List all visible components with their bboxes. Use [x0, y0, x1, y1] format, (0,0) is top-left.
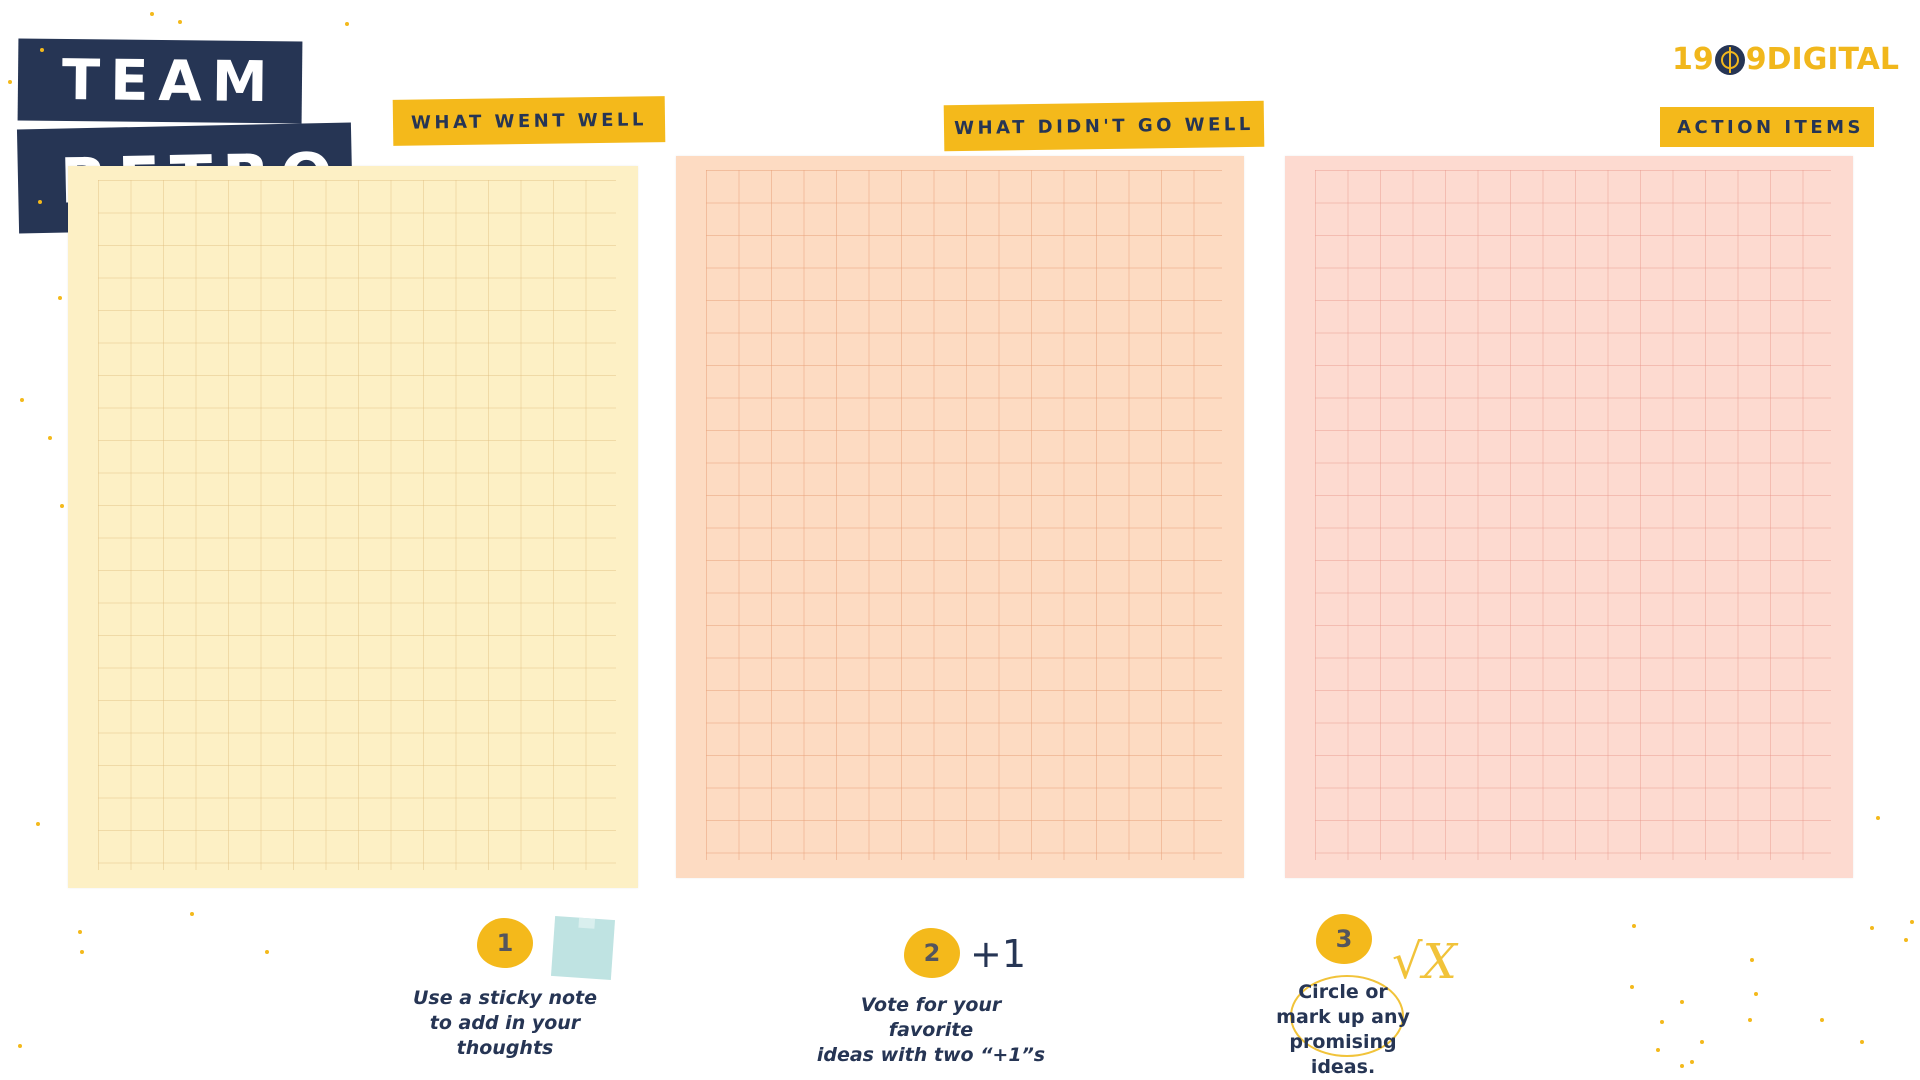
confetti-dot: [80, 950, 84, 954]
confetti-dot: [1680, 1000, 1684, 1004]
confetti-dot: [265, 950, 269, 954]
confetti-dot: [1910, 920, 1914, 924]
column-label-text: ACTION ITEMS: [1677, 116, 1864, 138]
confetti-dot: [178, 20, 182, 24]
step-1-badge: 1: [477, 918, 533, 968]
step-number: 3: [1335, 925, 1353, 953]
step-2-instruction: Vote for your favorite ideas with two “+…: [816, 994, 1046, 1066]
confetti-dot: [18, 1044, 22, 1048]
column-label-text: WHAT DIDN'T GO WELL: [954, 113, 1254, 139]
action-items-board[interactable]: [1285, 156, 1853, 878]
column-label-didnt-go-well: WHAT DIDN'T GO WELL: [943, 100, 1265, 152]
step-2-badge: 2: [904, 928, 960, 978]
confetti-dot: [1860, 1040, 1864, 1044]
brand-logo: 19 9 DIGITAL: [1672, 42, 1899, 77]
step-3-instruction: Circle or mark up any promising ideas.: [1276, 981, 1410, 1078]
confetti-dot: [1820, 1018, 1824, 1022]
confetti-dot: [1748, 1018, 1752, 1022]
confetti-dot: [190, 912, 194, 916]
step-number: 2: [923, 939, 941, 967]
confetti-dot: [1904, 938, 1908, 942]
confetti-dot: [58, 296, 62, 300]
grid-pattern: [98, 180, 616, 870]
sticky-note-icon: [550, 915, 616, 981]
confetti-dot: [8, 80, 12, 84]
confetti-dot: [345, 22, 349, 26]
confetti-dot: [20, 398, 24, 402]
confetti-dot: [150, 12, 154, 16]
circle-mark-icon: [1290, 975, 1404, 1057]
went-well-board[interactable]: [68, 166, 638, 888]
confetti-dot: [78, 930, 82, 934]
step-3-badge: 3: [1316, 914, 1372, 964]
step-number: 1: [496, 929, 514, 957]
logo-prefix: 19: [1672, 42, 1714, 77]
confetti-dot: [38, 200, 42, 204]
confetti-dot: [48, 436, 52, 440]
target-logo-icon: [1714, 44, 1745, 75]
confetti-dot: [1870, 926, 1874, 930]
confetti-dot: [1660, 1020, 1664, 1024]
confetti-dot: [1656, 1048, 1660, 1052]
logo-middle: 9: [1745, 42, 1767, 77]
didnt-go-well-board[interactable]: [676, 156, 1244, 878]
confetti-dot: [1876, 816, 1880, 820]
column-label-text: WHAT WENT WELL: [410, 108, 648, 134]
grid-pattern: [706, 170, 1222, 860]
confetti-dot: [36, 822, 40, 826]
confetti-dot: [1700, 1040, 1704, 1044]
title-line-1: TEAM: [61, 47, 278, 115]
column-label-went-well: WHAT WENT WELL: [392, 96, 666, 146]
confetti-dot: [1750, 958, 1754, 962]
check-x-icon: √X: [1392, 934, 1457, 990]
confetti-dot: [40, 48, 44, 52]
confetti-dot: [60, 504, 64, 508]
column-label-action-items: ACTION ITEMS: [1660, 107, 1874, 147]
confetti-dot: [1690, 1060, 1694, 1064]
confetti-dot: [1754, 992, 1758, 996]
confetti-dot: [1680, 1064, 1684, 1068]
step-1-instruction: Use a sticky note to add in your thought…: [412, 987, 598, 1059]
grid-pattern: [1315, 170, 1831, 860]
confetti-dot: [1630, 985, 1634, 989]
confetti-dot: [1632, 924, 1636, 928]
plus-one-label: +1: [970, 932, 1027, 976]
logo-suffix: DIGITAL: [1766, 42, 1899, 77]
title-team: TEAM: [17, 38, 303, 124]
